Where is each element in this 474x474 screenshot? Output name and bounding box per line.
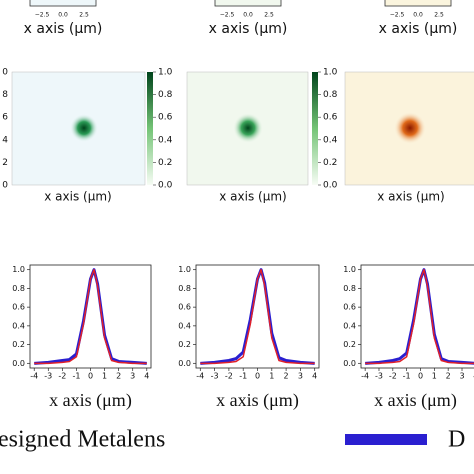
colorbar-label: 1.0 xyxy=(323,68,338,78)
x-tick-label: 0 xyxy=(418,372,423,381)
x-tick-label: 0.0 xyxy=(413,12,423,19)
colorbar-label: 0.6 xyxy=(323,113,338,123)
x-tick-label: 1 xyxy=(432,372,437,381)
x-tick-label: -3 xyxy=(375,372,383,381)
x-tick-label: 1 xyxy=(269,372,274,381)
y-tick-label: 0.6 xyxy=(343,303,356,312)
axis-label: x axis (μm) xyxy=(216,390,299,411)
x-tick-label: 0 xyxy=(88,372,93,381)
y-tick-label: 2 xyxy=(2,158,8,168)
x-tick-label: -1 xyxy=(239,372,247,381)
y-tick-label: 0.8 xyxy=(178,284,191,293)
axis-label: x axis (μm) xyxy=(49,390,132,411)
focal-spot xyxy=(70,114,98,142)
focal-spot xyxy=(233,113,263,143)
line-series xyxy=(200,268,315,365)
y-tick-label: 6 xyxy=(2,113,8,123)
x-tick-label: −2.5 xyxy=(35,12,50,19)
y-tick-label: 0.0 xyxy=(178,359,191,368)
colorbar-label: 0.8 xyxy=(158,90,173,100)
plot-frame xyxy=(360,264,474,369)
x-tick-label: −2.5 xyxy=(390,12,405,19)
y-tick-label: 0.2 xyxy=(343,340,356,349)
x-tick-label: 2.5 xyxy=(434,12,444,19)
x-tick-label: -3 xyxy=(44,372,52,381)
legend-label: D xyxy=(448,427,465,453)
line-series xyxy=(365,268,474,365)
panel-frame xyxy=(384,0,452,7)
colorbar xyxy=(147,72,153,185)
y-tick-label: 0.8 xyxy=(12,284,25,293)
legend-label: esigned Metalens xyxy=(0,427,165,453)
y-tick-label: 0.0 xyxy=(12,359,25,368)
y-tick-label: 0.2 xyxy=(12,340,25,349)
x-tick-label: 0.0 xyxy=(243,12,253,19)
y-tick-label: 0 xyxy=(2,68,8,78)
colorbar-label: 0.4 xyxy=(323,135,338,145)
x-tick-label: 2.5 xyxy=(264,12,274,19)
y-tick-label: 1.0 xyxy=(178,265,191,274)
x-tick-label: 1 xyxy=(102,372,107,381)
axis-label: x axis (μm) xyxy=(379,21,458,37)
y-tick-label: 0.2 xyxy=(178,340,191,349)
x-tick-label: -2 xyxy=(58,372,66,381)
axis-label: x axis (μm) xyxy=(209,21,288,37)
x-tick-label: -1 xyxy=(72,372,80,381)
y-tick-label: 0.6 xyxy=(178,303,191,312)
x-tick-label: 2 xyxy=(446,372,451,381)
y-tick-label: 0.6 xyxy=(12,303,25,312)
x-tick-label: 4 xyxy=(312,372,317,381)
x-tick-label: 0 xyxy=(255,372,260,381)
panel-frame xyxy=(29,0,97,7)
axis-label: x axis (μm) xyxy=(377,190,444,204)
y-tick-label: 8 xyxy=(2,90,8,100)
y-tick-label: 1.0 xyxy=(343,265,356,274)
axis-label: x axis (μm) xyxy=(219,190,286,204)
focal-spot xyxy=(394,112,426,144)
x-tick-label: -1 xyxy=(403,372,411,381)
line-series xyxy=(34,268,147,365)
x-tick-label: 4 xyxy=(144,372,149,381)
x-tick-label: -2 xyxy=(225,372,233,381)
x-tick-label: 2 xyxy=(116,372,121,381)
colorbar-label: 0.6 xyxy=(158,113,173,123)
colorbar xyxy=(312,72,318,185)
x-tick-label: 3 xyxy=(298,372,303,381)
colorbar-label: 0.2 xyxy=(158,158,172,168)
y-tick-label: 1.0 xyxy=(12,265,25,274)
colorbar-label: 0.4 xyxy=(158,135,173,145)
y-tick-label: 4 xyxy=(2,135,8,145)
axis-label: x axis (μm) xyxy=(44,190,111,204)
y-tick-label: 0.4 xyxy=(12,321,25,330)
x-tick-label: 0.0 xyxy=(58,12,68,19)
x-tick-label: 3 xyxy=(459,372,464,381)
x-tick-label: -4 xyxy=(361,372,369,381)
y-tick-label: 0.0 xyxy=(343,359,356,368)
colorbar-label: 0.2 xyxy=(323,158,337,168)
x-tick-label: −2.5 xyxy=(220,12,235,19)
colorbar-label: 0.0 xyxy=(323,181,338,191)
y-tick-label: 0.4 xyxy=(343,321,356,330)
x-tick-label: 2 xyxy=(284,372,289,381)
axis-label: x axis (μm) xyxy=(24,21,103,37)
colorbar-label: 0.8 xyxy=(323,90,338,100)
x-tick-label: -3 xyxy=(211,372,219,381)
x-tick-label: 2.5 xyxy=(79,12,89,19)
y-tick-label: 0 xyxy=(2,181,8,191)
x-tick-label: -4 xyxy=(30,372,38,381)
legend-swatch xyxy=(345,434,427,445)
x-tick-label: 3 xyxy=(130,372,135,381)
y-tick-label: 0.4 xyxy=(178,321,191,330)
colorbar-label: 0.0 xyxy=(158,181,173,191)
x-tick-label: -4 xyxy=(196,372,204,381)
panel-frame xyxy=(214,0,282,7)
colorbar-label: 1.0 xyxy=(158,68,173,78)
y-tick-label: 0.8 xyxy=(343,284,356,293)
axis-label: x axis (μm) xyxy=(374,390,457,411)
x-tick-label: -2 xyxy=(389,372,397,381)
